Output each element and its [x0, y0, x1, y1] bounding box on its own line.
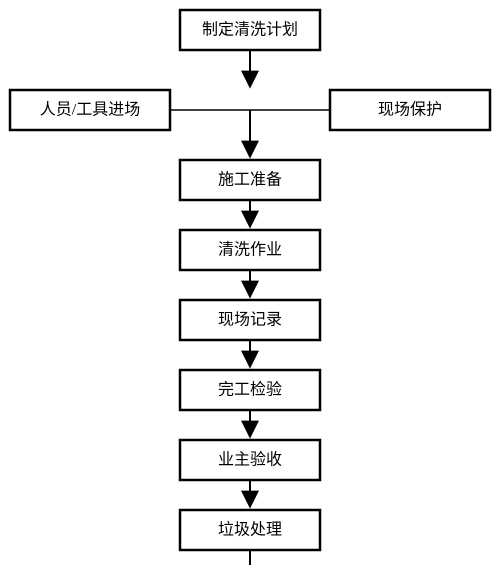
node-label-n4: 清洗作业: [218, 241, 282, 259]
node-label-n6: 完工检验: [218, 381, 282, 399]
node-n2a: 人员/工具进场: [10, 90, 170, 130]
flowchart-canvas: 制定清洗计划人员/工具进场 现场保护施工准备清洗作业现场记录完工检验业主验收垃圾处…: [0, 0, 500, 580]
node-label-n2a: 人员/工具进场: [40, 101, 140, 119]
node-n7: 业主验收: [180, 440, 320, 480]
node-label-n5: 现场记录: [218, 311, 282, 329]
node-n8: 垃圾处理: [180, 510, 320, 550]
node-n2b: 现场保护: [330, 90, 490, 130]
node-label-n7: 业主验收: [218, 451, 282, 469]
node-label-n1: 制定清洗计划: [202, 21, 298, 39]
node-n6: 完工检验: [180, 370, 320, 410]
node-label-n3: 施工准备: [218, 171, 282, 189]
node-n1: 制定清洗计划: [180, 10, 320, 50]
node-label-n8: 垃圾处理: [218, 521, 282, 539]
node-label-n2b: 现场保护: [378, 101, 442, 119]
node-n4: 清洗作业: [180, 230, 320, 270]
node-n3: 施工准备: [180, 160, 320, 200]
node-n5: 现场记录: [180, 300, 320, 340]
